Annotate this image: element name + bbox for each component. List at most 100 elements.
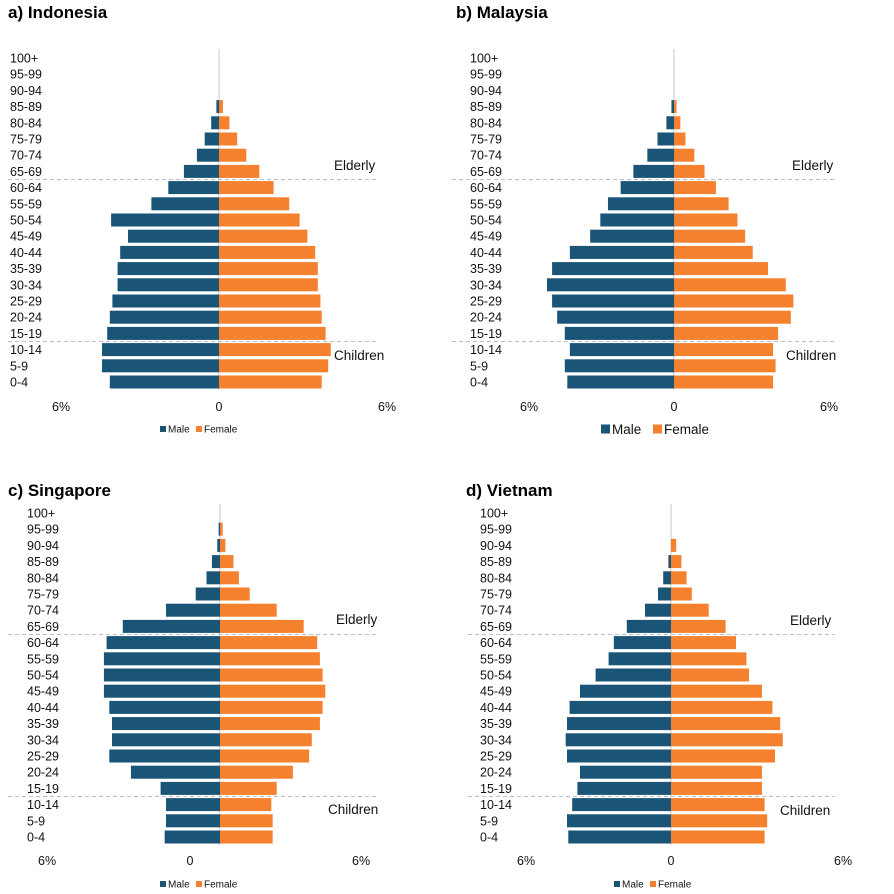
x-tick-right: 6% — [820, 400, 838, 414]
male-bar-75-79 — [204, 132, 219, 146]
age-label-65-69: 65-69 — [470, 165, 502, 179]
male-bar-30-34 — [117, 278, 219, 292]
female-bar-10-14 — [671, 798, 765, 812]
female-bar-85-89 — [674, 100, 677, 114]
x-tick-center: 0 — [668, 854, 675, 868]
age-label-95-99: 95-99 — [470, 68, 502, 82]
female-bar-70-74 — [220, 603, 277, 617]
age-label-20-24: 20-24 — [480, 766, 512, 780]
age-label-5-9: 5-9 — [10, 359, 28, 373]
male-bar-30-34 — [112, 733, 220, 747]
female-bar-55-59 — [671, 652, 747, 666]
female-bar-55-59 — [219, 197, 290, 211]
male-bar-15-19 — [564, 326, 674, 340]
age-label-25-29: 25-29 — [480, 750, 512, 764]
age-label-85-89: 85-89 — [470, 100, 502, 114]
male-bar-40-44 — [109, 700, 220, 714]
female-bar-15-19 — [674, 326, 779, 340]
legend-female-swatch — [196, 426, 202, 432]
age-label-20-24: 20-24 — [27, 766, 59, 780]
female-bar-75-79 — [674, 132, 686, 146]
female-bar-75-79 — [220, 587, 250, 601]
age-label-55-59: 55-59 — [10, 197, 42, 211]
female-bar-0-4 — [671, 830, 765, 844]
chart-title: a) Indonesia — [8, 3, 108, 22]
age-label-45-49: 45-49 — [27, 685, 59, 699]
female-bar-50-54 — [674, 213, 738, 227]
female-bar-0-4 — [220, 830, 273, 844]
female-bar-85-89 — [219, 100, 223, 114]
female-bar-20-24 — [674, 310, 791, 324]
chart-title: b) Malaysia — [456, 3, 548, 22]
age-label-40-44: 40-44 — [27, 701, 59, 715]
age-label-100+: 100+ — [470, 52, 498, 66]
male-bar-40-44 — [120, 245, 219, 259]
male-bar-80-84 — [211, 116, 219, 130]
age-label-90-94: 90-94 — [10, 84, 42, 98]
male-bar-25-29 — [552, 294, 674, 308]
legend-male-swatch — [160, 426, 166, 432]
female-bar-95-99 — [220, 522, 223, 536]
age-label-30-34: 30-34 — [27, 733, 59, 747]
female-bar-35-39 — [674, 262, 768, 276]
age-label-75-79: 75-79 — [10, 133, 42, 147]
age-label-80-84: 80-84 — [480, 571, 512, 585]
age-label-0-4: 0-4 — [480, 831, 498, 845]
female-bar-20-24 — [671, 765, 762, 779]
legend-female-swatch — [650, 881, 656, 887]
female-bar-45-49 — [219, 229, 308, 243]
legend-female-label: Female — [664, 422, 709, 437]
female-bar-30-34 — [674, 278, 786, 292]
age-label-35-39: 35-39 — [470, 262, 502, 276]
male-bar-70-74 — [166, 603, 220, 617]
male-bar-35-39 — [567, 717, 671, 731]
pyramid-malaysia: b) Malaysia 0-4 5-9 10-14 15-19 20-24 25-29 30-… — [452, 3, 838, 437]
age-label-50-54: 50-54 — [27, 669, 59, 683]
chart-title: d) Vietnam — [466, 481, 553, 500]
age-label-100+: 100+ — [27, 507, 55, 521]
male-bar-45-49 — [128, 229, 219, 243]
age-label-10-14: 10-14 — [10, 343, 42, 357]
male-bar-35-39 — [117, 262, 219, 276]
age-label-95-99: 95-99 — [27, 523, 59, 537]
female-bar-65-69 — [220, 619, 304, 633]
age-label-95-99: 95-99 — [10, 68, 42, 82]
age-label-100+: 100+ — [10, 52, 38, 66]
pyramid-vietnam: d) Vietnam 0-4 5-9 10-14 15-19 20-24 25-29 30-3… — [466, 481, 852, 891]
age-label-45-49: 45-49 — [470, 230, 502, 244]
age-label-30-34: 30-34 — [470, 278, 502, 292]
male-bar-60-64 — [613, 636, 671, 650]
male-bar-15-19 — [160, 781, 220, 795]
male-bar-0-4 — [567, 375, 674, 389]
male-bar-10-14 — [166, 798, 220, 812]
pyramid-indonesia: a) Indonesia 0-4 5-9 10-14 15-19 20-24 25-29 30… — [8, 3, 396, 436]
male-bar-20-24 — [557, 310, 674, 324]
male-bar-65-69 — [633, 164, 674, 178]
male-bar-45-49 — [580, 684, 671, 698]
female-bar-70-74 — [671, 603, 709, 617]
age-label-15-19: 15-19 — [470, 327, 502, 341]
age-label-80-84: 80-84 — [470, 116, 502, 130]
female-bar-0-4 — [674, 375, 774, 389]
male-bar-45-49 — [590, 229, 674, 243]
male-bar-85-89 — [216, 100, 219, 114]
legend-male-label: Male — [622, 880, 644, 891]
male-bar-5-9 — [564, 359, 674, 373]
female-bar-70-74 — [674, 148, 695, 162]
female-bar-5-9 — [674, 359, 776, 373]
male-bar-30-34 — [565, 733, 671, 747]
male-bar-30-34 — [547, 278, 674, 292]
female-bar-20-24 — [219, 310, 322, 324]
female-bar-65-69 — [219, 164, 260, 178]
age-label-75-79: 75-79 — [480, 588, 512, 602]
female-bar-10-14 — [219, 343, 331, 357]
age-label-55-59: 55-59 — [470, 197, 502, 211]
male-bar-20-24 — [130, 765, 220, 779]
male-bar-35-39 — [552, 262, 674, 276]
children-annotation: Children — [334, 348, 384, 363]
female-bar-25-29 — [220, 749, 310, 763]
age-label-40-44: 40-44 — [10, 246, 42, 260]
female-bar-85-89 — [220, 555, 234, 569]
legend-male-label: Male — [168, 880, 190, 891]
